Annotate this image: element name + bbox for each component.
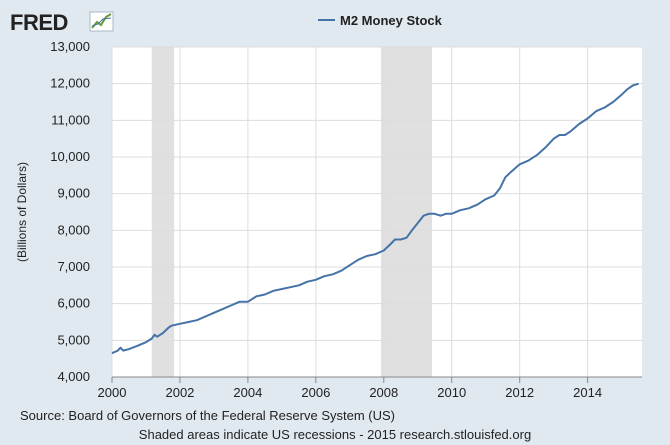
- y-tick-label: 9,000: [57, 186, 90, 201]
- gridlines: [111, 46, 642, 378]
- y-tick-label: 12,000: [50, 76, 90, 91]
- plot-area: [112, 47, 642, 377]
- recession-band: [151, 47, 175, 377]
- x-tick-label: 2004: [233, 385, 262, 400]
- y-tick-label: 7,000: [57, 259, 90, 274]
- series-line-m2: [111, 82, 639, 355]
- source-note: Source: Board of Governors of the Federa…: [20, 408, 395, 423]
- x-tick-label: 2010: [437, 385, 466, 400]
- x-axis-ticks: 2000 2002 2004 2006 2008 2010 2012 2014: [98, 376, 642, 400]
- x-tick-label: 2000: [98, 385, 127, 400]
- y-tick-label: 6,000: [57, 296, 90, 311]
- x-tick-label: 2014: [573, 385, 602, 400]
- series-lines: [111, 82, 639, 355]
- x-tick-label: 2012: [505, 385, 534, 400]
- logo-graph-icon: [89, 11, 114, 32]
- y-tick-label: 4,000: [57, 369, 90, 384]
- recession-bands: [151, 47, 433, 377]
- legend: M2 Money Stock: [318, 13, 443, 28]
- recession-band: [381, 47, 433, 377]
- y-tick-label: 11,000: [51, 112, 90, 127]
- y-tick-label: 5,000: [57, 332, 90, 347]
- recession-note: Shaded areas indicate US recessions - 20…: [138, 427, 532, 442]
- legend-label: M2 Money Stock: [340, 13, 443, 28]
- y-tick-label: 10,000: [50, 149, 90, 164]
- y-axis-title: (Billions of Dollars): [15, 162, 29, 262]
- fred-logo[interactable]: FRED: [10, 10, 114, 35]
- logo-text: FRED: [10, 10, 68, 35]
- y-tick-label: 13,000: [50, 39, 90, 54]
- y-tick-label: 8,000: [57, 222, 90, 237]
- x-tick-label: 2008: [369, 385, 398, 400]
- y-axis-ticks: 4,000 5,000 6,000 7,000 8,000 9,000 10,000 11,0…: [50, 39, 90, 384]
- x-tick-label: 2006: [301, 385, 330, 400]
- x-tick-label: 2002: [165, 385, 194, 400]
